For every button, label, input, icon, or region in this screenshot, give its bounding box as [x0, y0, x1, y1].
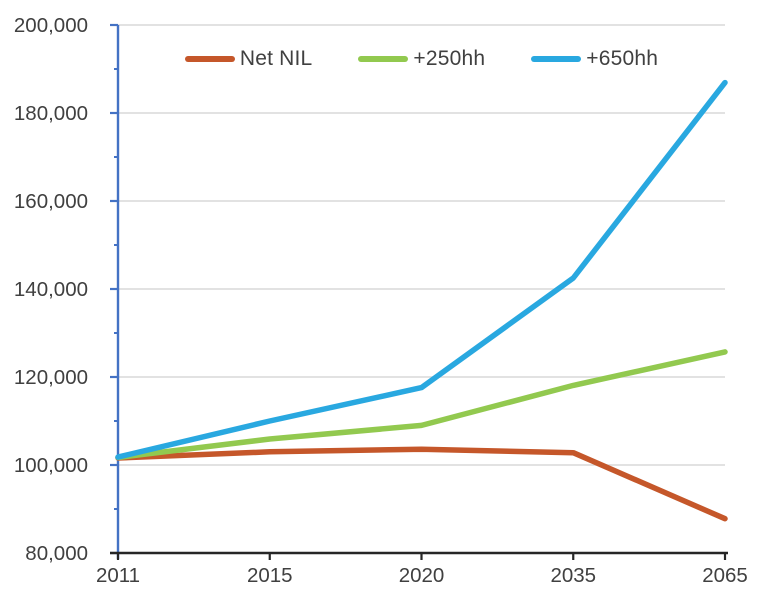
y-tick-label: 200,000 [14, 14, 88, 37]
y-tick-label: 180,000 [14, 102, 88, 125]
series-line--650hh [115, 79, 728, 460]
x-tick-label: 2011 [96, 564, 140, 587]
x-tick-label: 2065 [702, 564, 748, 587]
x-tick-label: 2020 [399, 564, 445, 587]
x-tick-label: 2015 [247, 564, 293, 587]
y-tick-label: 80,000 [25, 542, 88, 565]
y-tick-label: 140,000 [14, 278, 88, 301]
x-tick-label: 2035 [550, 564, 596, 587]
y-tick-label: 100,000 [14, 454, 88, 477]
series-line-net-nil [115, 446, 728, 522]
series-line--250hh [115, 349, 728, 461]
y-tick-label: 160,000 [14, 190, 88, 213]
y-tick-label: 120,000 [14, 366, 88, 389]
